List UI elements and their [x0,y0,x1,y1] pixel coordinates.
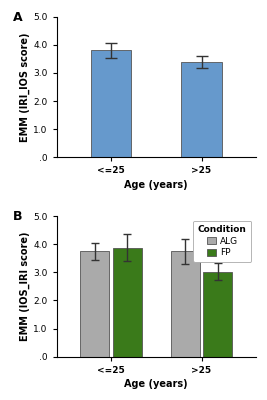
Bar [91,50,131,157]
Bar [181,62,222,157]
Bar [113,248,142,357]
Bar [203,272,232,357]
Text: B: B [13,210,22,223]
Legend: ALG, FP: ALG, FP [194,220,251,262]
X-axis label: Age (years): Age (years) [124,379,188,389]
Y-axis label: EMM (IOS_IRI score): EMM (IOS_IRI score) [20,232,30,341]
Bar [171,251,200,357]
Bar [80,251,109,357]
X-axis label: Age (years): Age (years) [124,180,188,190]
Text: A: A [13,11,22,24]
Y-axis label: EMM (IRI_IOS score): EMM (IRI_IOS score) [20,32,30,142]
